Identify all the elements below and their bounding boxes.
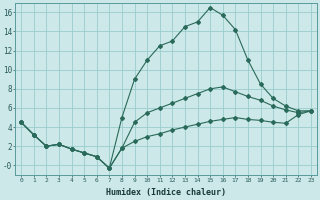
X-axis label: Humidex (Indice chaleur): Humidex (Indice chaleur) [106, 188, 226, 197]
